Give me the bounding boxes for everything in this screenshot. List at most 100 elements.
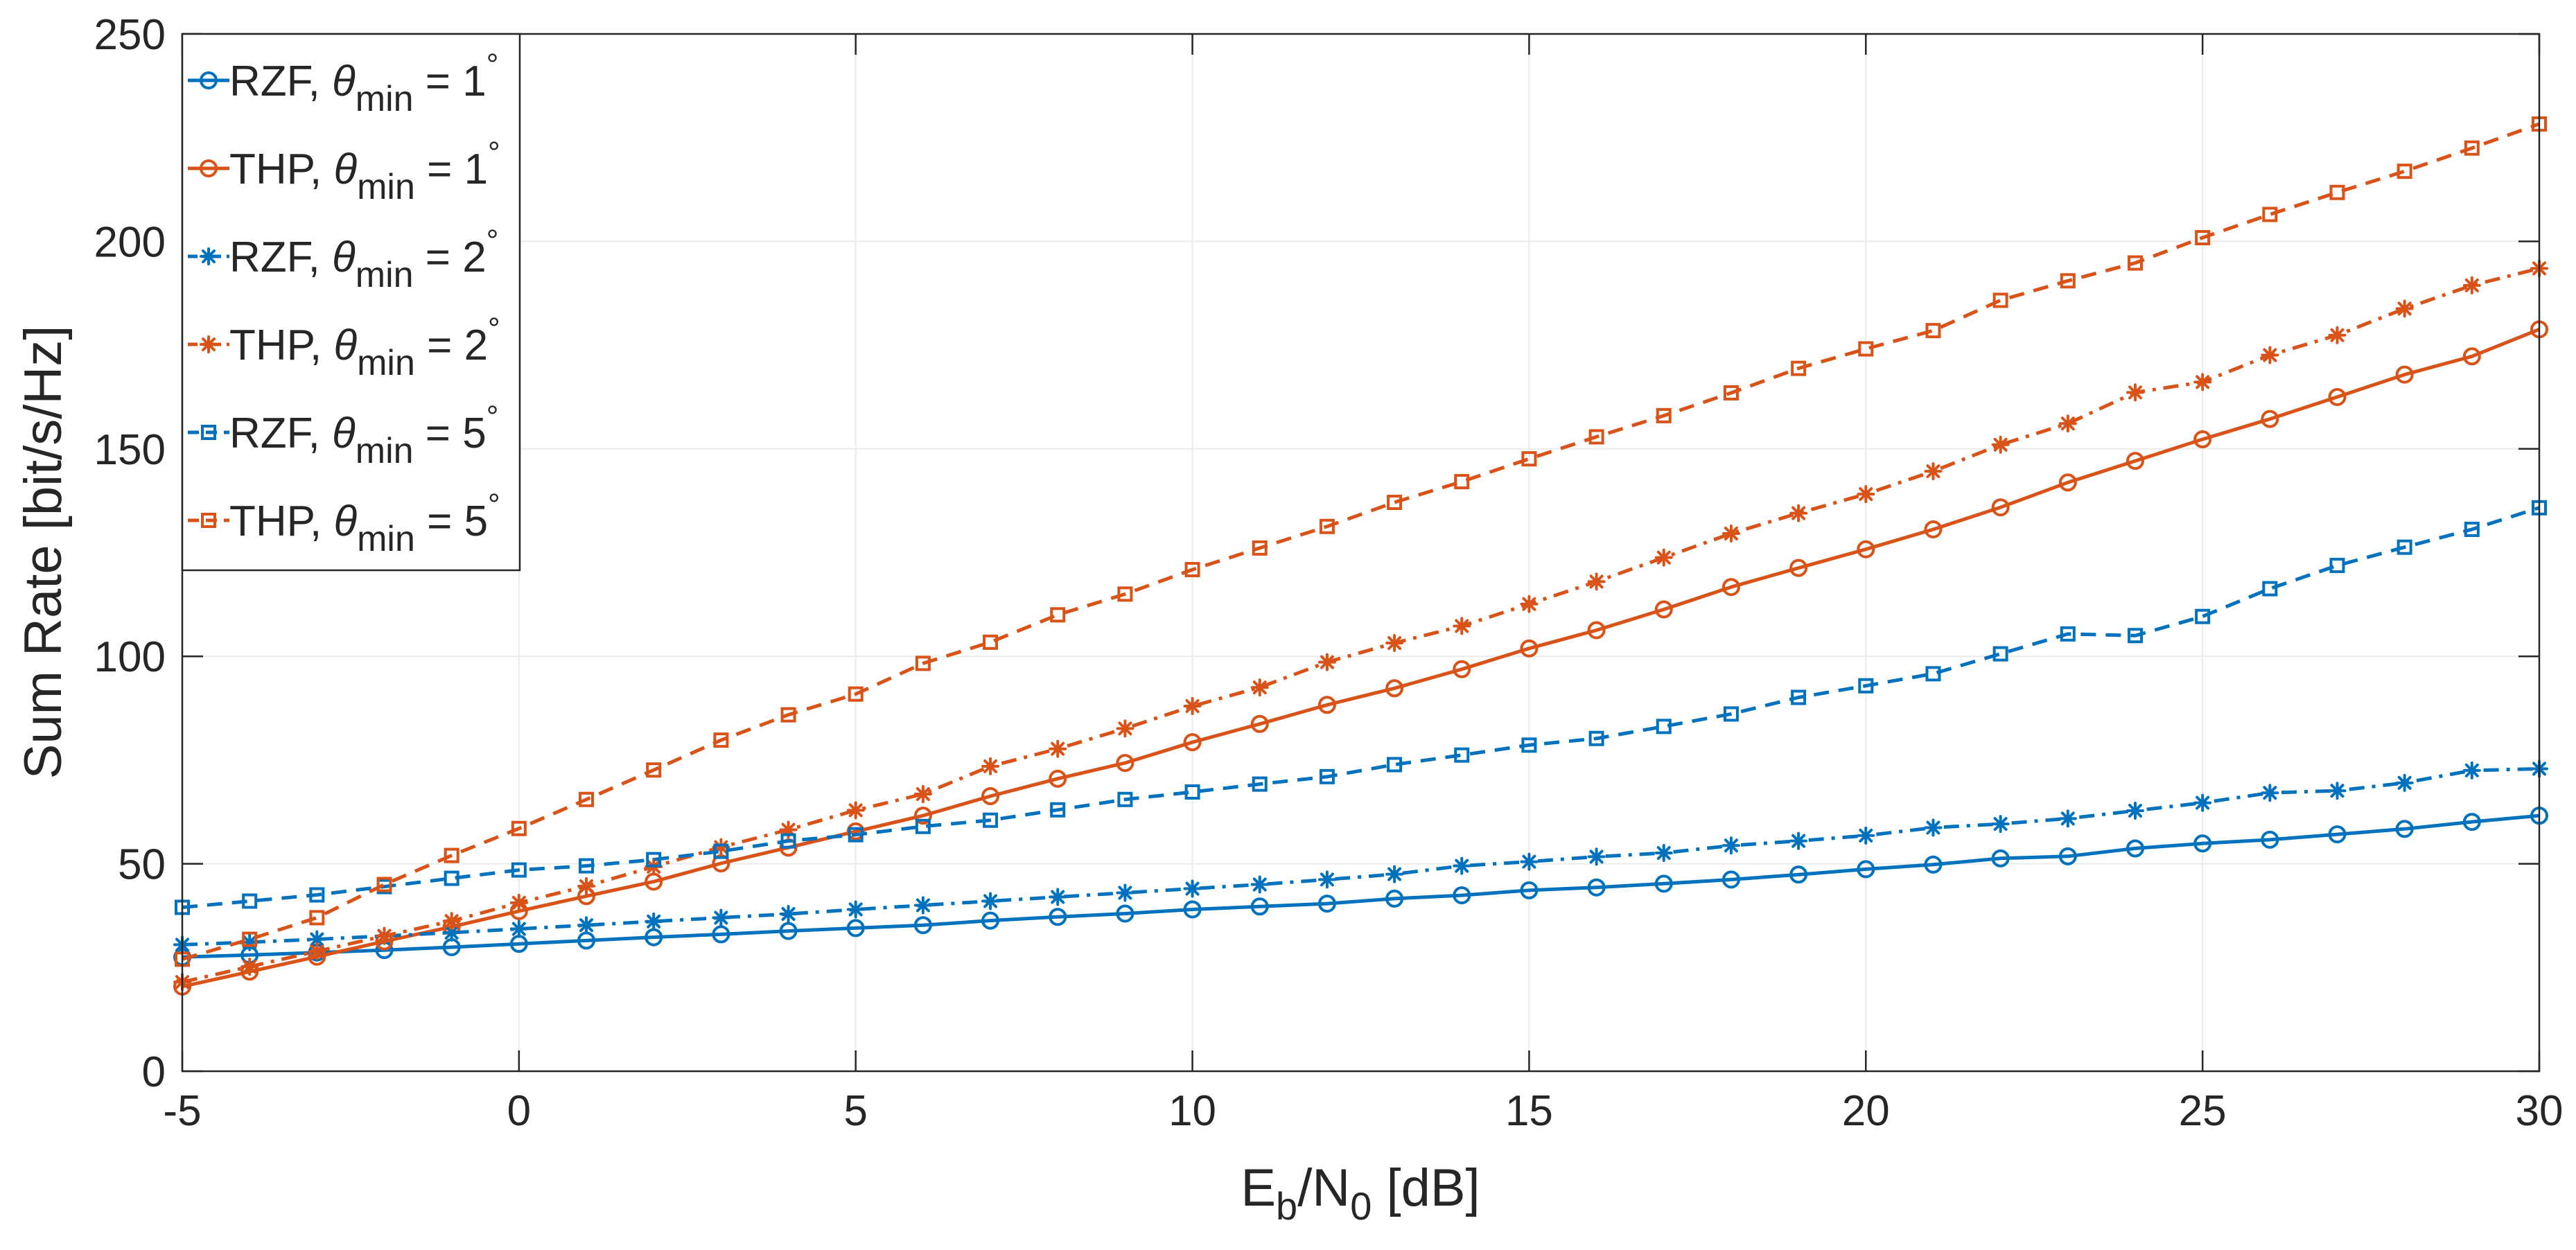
data-point-marker (2262, 206, 2278, 222)
data-point-marker (308, 930, 326, 949)
data-point-marker (509, 919, 528, 938)
data-point-marker (1050, 802, 1066, 818)
data-point-marker (2328, 825, 2347, 844)
legend-label-part: RZF, (229, 410, 332, 457)
legend-label-part: ° (488, 136, 500, 170)
data-point-marker (579, 791, 595, 807)
data-point-marker (2395, 773, 2414, 792)
data-point-marker (1050, 607, 1066, 623)
data-point-marker (511, 820, 527, 836)
data-point-marker (2060, 273, 2076, 289)
data-point-marker (1116, 883, 1134, 902)
data-point-marker (442, 912, 461, 931)
data-point-marker (1116, 719, 1134, 738)
data-point-marker (1453, 856, 1471, 875)
data-point-marker (981, 911, 1000, 930)
data-point-marker (2329, 184, 2345, 200)
grid-lines (182, 34, 2539, 1071)
data-point-marker (981, 786, 1000, 805)
series-line (182, 266, 2540, 984)
data-point-marker (1184, 562, 1200, 578)
x-label-n: /N (1297, 1159, 1350, 1217)
data-point-marker (713, 843, 729, 859)
data-point-marker (1252, 540, 1268, 556)
legend-label-part: = 5 (415, 498, 488, 545)
data-point-marker (1654, 844, 1673, 863)
data-point-marker (2058, 809, 2077, 828)
legend-label-part: min (356, 255, 414, 295)
data-point-marker (1453, 660, 1471, 678)
data-point-marker (1183, 900, 1202, 919)
data-point-marker (1791, 360, 1807, 376)
y-axis-label: Sum Rate [bit/s/Hz] (14, 326, 73, 780)
data-point-marker (1721, 578, 1740, 597)
data-point-marker (1587, 621, 1606, 640)
data-point-marker (1721, 870, 1740, 889)
data-point-marker (1454, 747, 1470, 763)
data-point-marker (1656, 719, 1672, 734)
data-point-marker (713, 732, 729, 748)
series-line (182, 122, 2540, 961)
data-point-marker (1117, 791, 1133, 807)
legend-label-part: RZF, (229, 58, 332, 105)
data-point-marker (1858, 678, 1874, 694)
data-point-marker (846, 900, 865, 919)
data-point-marker (2462, 813, 2481, 831)
data-point-marker (444, 870, 459, 886)
legend-label-part: ° (487, 400, 499, 434)
data-point-marker (1453, 617, 1471, 635)
data-point-marker (1520, 639, 1539, 658)
legend-label-part: = 1 (415, 146, 488, 193)
data-point-marker (2127, 628, 2143, 644)
legend-marker (200, 159, 218, 177)
data-point-marker (1385, 865, 1404, 883)
series-line (182, 813, 2540, 959)
data-point-marker (2060, 626, 2076, 642)
y-tick-label: 100 (94, 633, 166, 681)
data-point-marker (1924, 520, 1943, 538)
data-point-marker (1654, 548, 1673, 567)
data-point-marker (375, 926, 394, 945)
data-point-marker (1992, 646, 2008, 662)
data-point-marker (308, 942, 326, 960)
data-point-marker (2195, 230, 2211, 246)
data-point-marker (1117, 586, 1133, 602)
legend-label-part: min (357, 167, 415, 207)
data-point-marker (2328, 387, 2347, 406)
data-point-marker (1791, 689, 1807, 705)
data-point-marker (444, 847, 459, 863)
data-point-marker (981, 757, 1000, 775)
data-point-marker (646, 762, 662, 778)
data-point-marker (1387, 757, 1403, 773)
x-label-e: E (1241, 1159, 1276, 1217)
data-point-marker (1520, 852, 1539, 871)
legend-label-part: THP, (229, 146, 333, 193)
data-point-marker (981, 892, 1000, 910)
data-point-marker (1385, 634, 1404, 653)
data-point-marker (579, 858, 595, 874)
data-point-marker (2462, 347, 2481, 366)
x-tick-label: 5 (843, 1087, 867, 1135)
data-point-marker (2127, 255, 2143, 271)
data-point-marker (1857, 826, 1875, 845)
legend-marker (200, 247, 218, 265)
data-point-marker (1925, 666, 1941, 682)
series-thp-star (173, 259, 2548, 992)
data-point-marker (1992, 292, 2008, 308)
data-point-marker (1252, 776, 1268, 792)
data-point-marker (1723, 706, 1739, 722)
x-axis-label: Eb/N0 [dB] (1241, 1159, 1480, 1228)
legend-marker (200, 335, 218, 353)
series-thp-square (175, 116, 2547, 967)
legend-label-part: = 2 (415, 322, 488, 369)
data-point-marker (1049, 888, 1067, 906)
data-point-marker (1991, 849, 2010, 868)
data-point-marker (309, 887, 325, 903)
data-point-marker (2261, 410, 2279, 428)
data-point-marker (511, 862, 527, 878)
data-point-marker (1453, 886, 1471, 905)
data-point-marker (1454, 474, 1470, 490)
data-point-marker (1387, 495, 1403, 511)
data-point-marker (1250, 678, 1269, 697)
